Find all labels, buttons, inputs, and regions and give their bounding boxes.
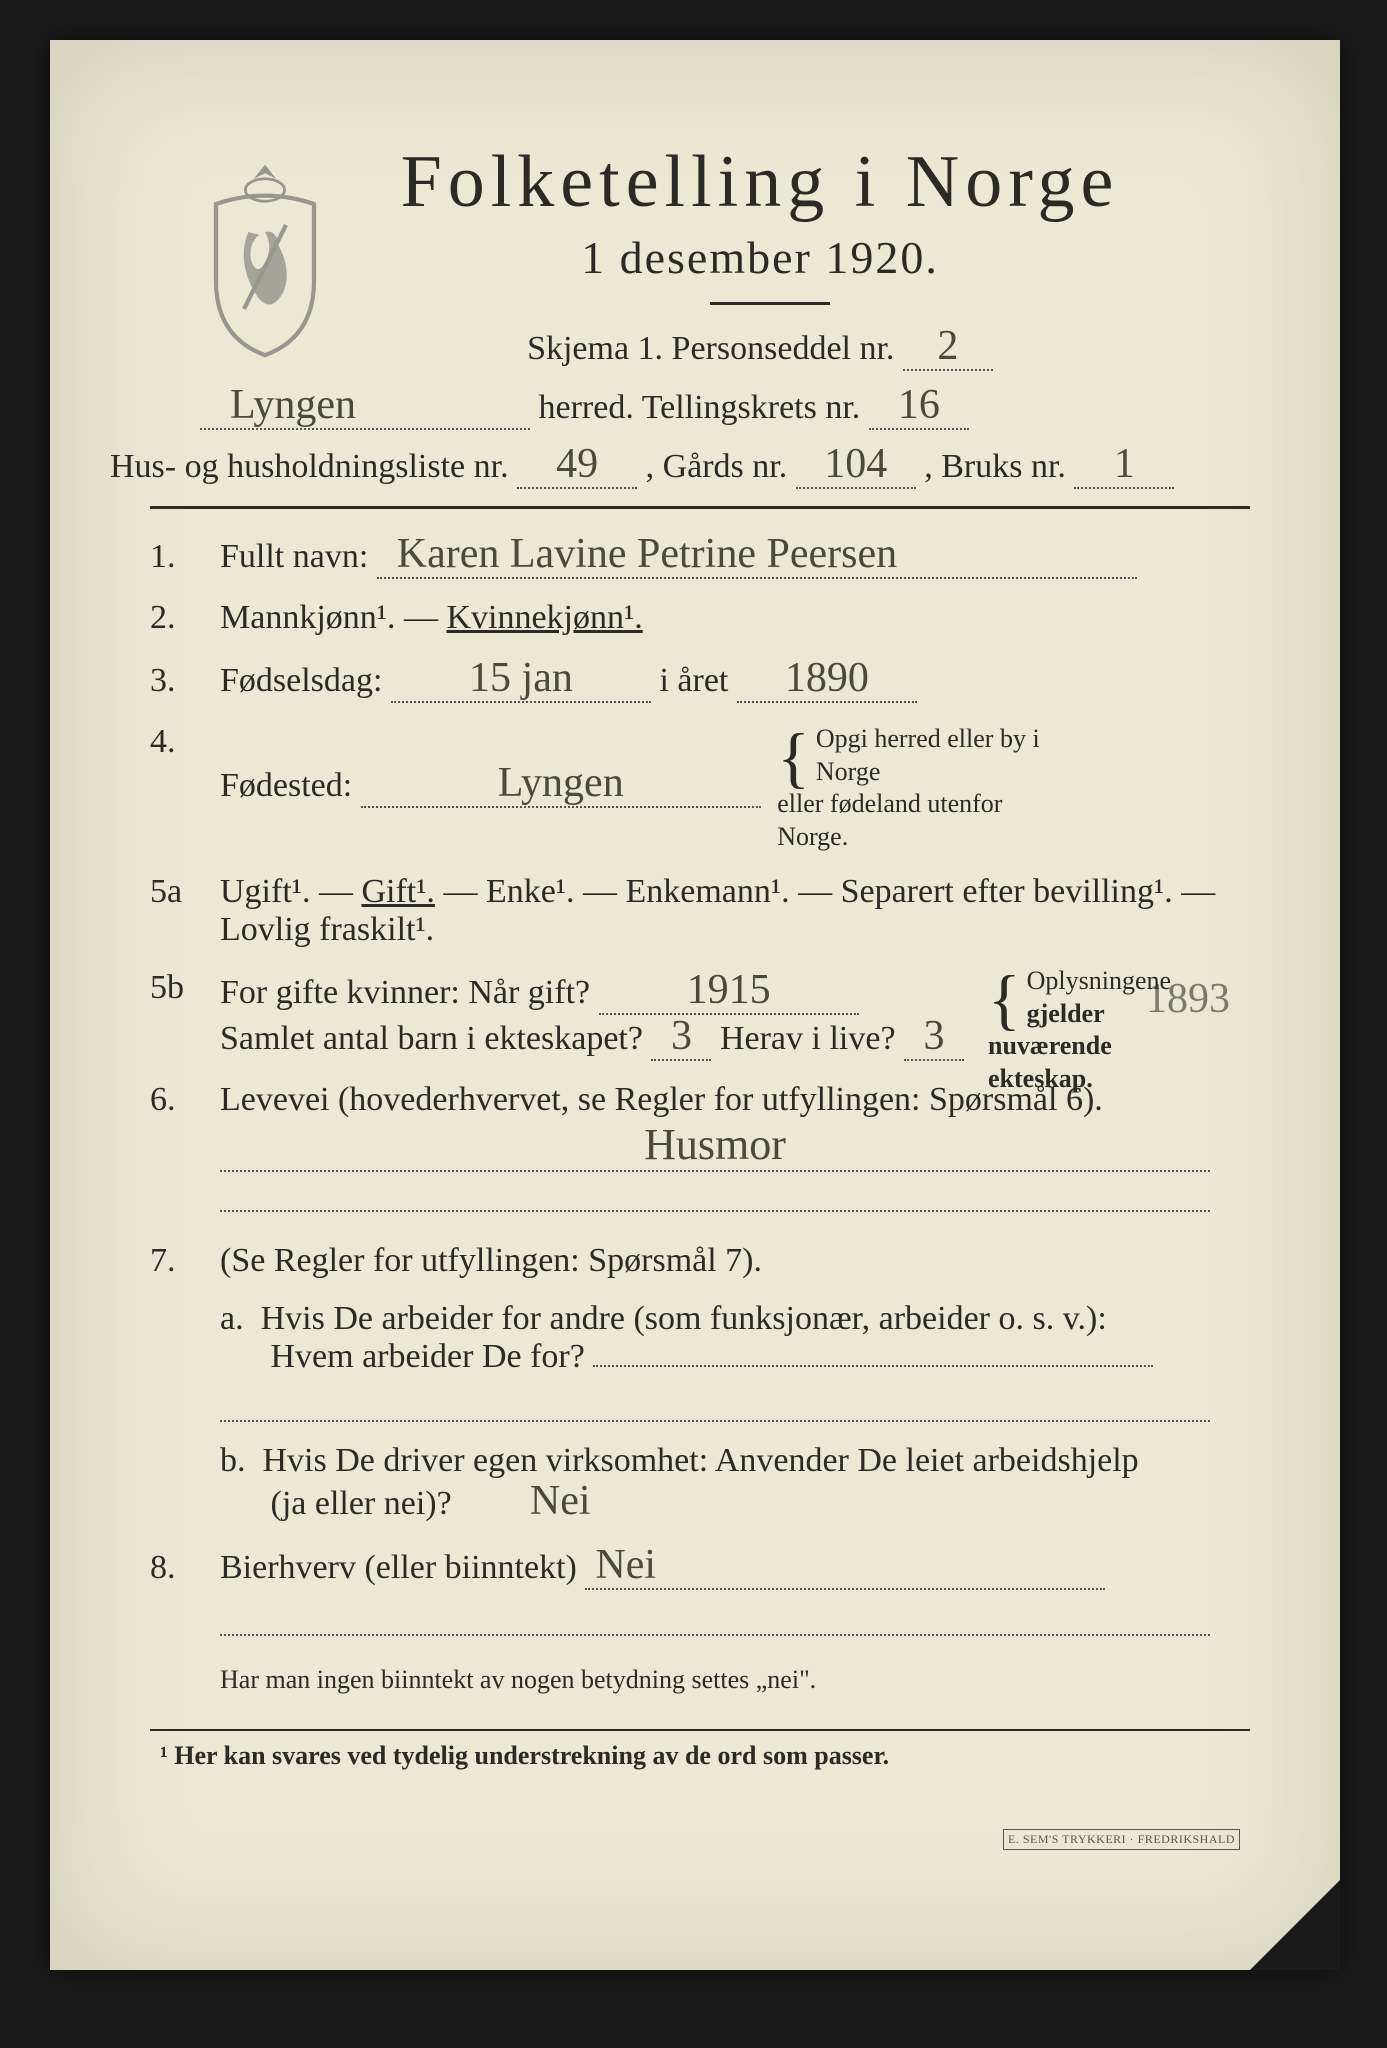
husliste-line: Hus- og husholdningsliste nr. 49 , Gårds… (110, 441, 1250, 492)
form-title: Folketelling i Norge (270, 140, 1250, 225)
q6-num: 6. (150, 1081, 220, 1119)
year-married: 1915 (599, 969, 859, 1015)
husliste-nr: 49 (517, 443, 637, 489)
q1-row: 1. Fullt navn: Karen Lavine Petrine Peer… (150, 533, 1250, 579)
q7b-row: b. Hvis De driver egen virksomhet: Anven… (150, 1442, 1250, 1524)
bruks-label: , Bruks nr. (924, 448, 1066, 485)
q5b-note-l2: gjelder nuværende (988, 999, 1112, 1061)
q8-label: Bierhverv (eller biinntekt) (220, 1549, 577, 1586)
q7a-blank2 (220, 1382, 1210, 1422)
q5a-row: 5a Ugift¹. — Gift¹. — Enke¹. — Enkemann¹… (150, 873, 1250, 949)
q7a-l2: Hvem arbeider De for? (271, 1338, 585, 1375)
q7-row: 7. (Se Regler for utfyllingen: Spørsmål … (150, 1242, 1250, 1280)
q5b-row: 5b For gifte kvinner: Når gift? 1915 Sam… (150, 969, 1250, 1061)
header-rule (150, 506, 1250, 509)
q5b-l2-label: Samlet antal barn i ekteskapet? (220, 1020, 643, 1057)
q2-male: Mannkjønn¹. — (220, 599, 446, 636)
hired-help: Nei (460, 1480, 660, 1524)
schema-label: Skjema 1. Personseddel nr. (527, 330, 894, 367)
title-rule (710, 302, 830, 305)
gards-label: , Gårds nr. (646, 448, 788, 485)
q1-num: 1. (150, 538, 220, 576)
herred-label: herred. Tellingskrets nr. (539, 389, 861, 426)
q7a-row: a. Hvis De arbeider for andre (som funks… (150, 1300, 1250, 1422)
q4-label: Fødested: (220, 767, 352, 804)
q6-label: Levevei (hovederhvervet, se Regler for u… (220, 1081, 1103, 1118)
q5b-l1-label: For gifte kvinner: Når gift? (220, 974, 590, 1011)
children-total: 3 (651, 1015, 711, 1061)
q6-blank2 (220, 1172, 1210, 1212)
birthplace: Lyngen (361, 762, 761, 808)
q5b-l2-mid: Herav i live? (720, 1020, 896, 1057)
q8-num: 8. (150, 1549, 220, 1587)
q2-num: 2. (150, 599, 220, 637)
q5a-ugift: Ugift¹. — (220, 873, 361, 910)
q8-row: 8. Bierhverv (eller biinntekt) Nei (150, 1544, 1250, 1636)
bruks-nr: 1 (1074, 443, 1174, 489)
q7b-l2: (ja eller nei)? (271, 1485, 452, 1522)
q2-selected-female: Kvinnekjønn¹. (446, 599, 642, 636)
occupation: Husmor (644, 1120, 786, 1169)
q3-row: 3. Fødselsdag: 15 jan i året 1890 (150, 657, 1250, 703)
husliste-label: Hus- og husholdningsliste nr. (110, 448, 509, 485)
herred-line: Lyngen herred. Tellingskrets nr. 16 (200, 382, 1250, 433)
side-income: Nei (585, 1544, 1105, 1590)
q3-mid: i året (659, 662, 736, 699)
corner-fold (1250, 1880, 1340, 1970)
q4-row: 4. Fødested: Lyngen Opgi herred eller by… (150, 723, 1250, 853)
herred-name: Lyngen (200, 384, 530, 430)
employer (593, 1363, 1153, 1367)
q7-label: (Se Regler for utfyllingen: Spørsmål 7). (220, 1242, 762, 1279)
q5b-note-l1: Oplysningene (1027, 966, 1171, 995)
q7b-l1: Hvis De driver egen virksomhet: Anvender… (263, 1442, 1139, 1479)
q5a-selected-gift: Gift¹. (361, 873, 434, 910)
coat-of-arms-icon (195, 160, 335, 360)
personseddel-nr: 2 (903, 325, 993, 371)
footnote-1-text: ¹ Her kan svares ved tydelig understrekn… (160, 1741, 889, 1770)
gards-nr: 104 (796, 443, 916, 489)
q7-num: 7. (150, 1242, 220, 1280)
q5b-note-l3: ekteskap. (988, 1064, 1093, 1093)
census-form-page: Folketelling i Norge 1 desember 1920. Sk… (50, 40, 1340, 1970)
q4-note-l1: Opgi herred eller by i Norge (816, 724, 1040, 786)
full-name: Karen Lavine Petrine Peersen (377, 533, 1137, 579)
q3-label: Fødselsdag: (220, 662, 382, 699)
q4-note-l2: eller fødeland utenfor Norge. (777, 789, 1002, 851)
q5b-note: Oplysningene gjelder nuværende ekteskap. (988, 965, 1228, 1095)
q5a-line2: Lovlig fraskilt¹. (220, 911, 434, 948)
printer-mark: E. SEM'S TRYKKERI · FREDRIKSHALD (1003, 1829, 1240, 1850)
q3-num: 3. (150, 662, 220, 700)
q4-note: Opgi herred eller by i Norge eller fødel… (777, 723, 1077, 853)
schema-line: Skjema 1. Personseddel nr. 2 (270, 323, 1250, 374)
form-date: 1 desember 1920. (270, 231, 1250, 284)
q1-label: Fullt navn: (220, 538, 368, 575)
birth-year: 1890 (737, 657, 917, 703)
children-alive: 3 (904, 1015, 964, 1061)
q5a-rest: — Enke¹. — Enkemann¹. — Separert efter b… (443, 873, 1215, 910)
q4-num: 4. (150, 723, 220, 761)
tellingskrets-nr: 16 (869, 384, 969, 430)
birth-day: 15 jan (391, 657, 651, 703)
q8-blank2 (220, 1596, 1210, 1636)
q5b-num: 5b (150, 969, 220, 1007)
footer-note: Har man ingen biinntekt av nogen betydni… (220, 1660, 1250, 1699)
q7a-l1: Hvis De arbeider for andre (som funksjon… (261, 1300, 1107, 1337)
q6-row: 6. Levevei (hovederhvervet, se Regler fo… (150, 1081, 1250, 1212)
footnote-rule (150, 1729, 1250, 1731)
q2-row: 2. Mannkjønn¹. — Kvinnekjønn¹. (150, 599, 1250, 637)
q5a-num: 5a (150, 873, 220, 911)
footnote-1: ¹ Her kan svares ved tydelig understrekn… (160, 1741, 1250, 1771)
